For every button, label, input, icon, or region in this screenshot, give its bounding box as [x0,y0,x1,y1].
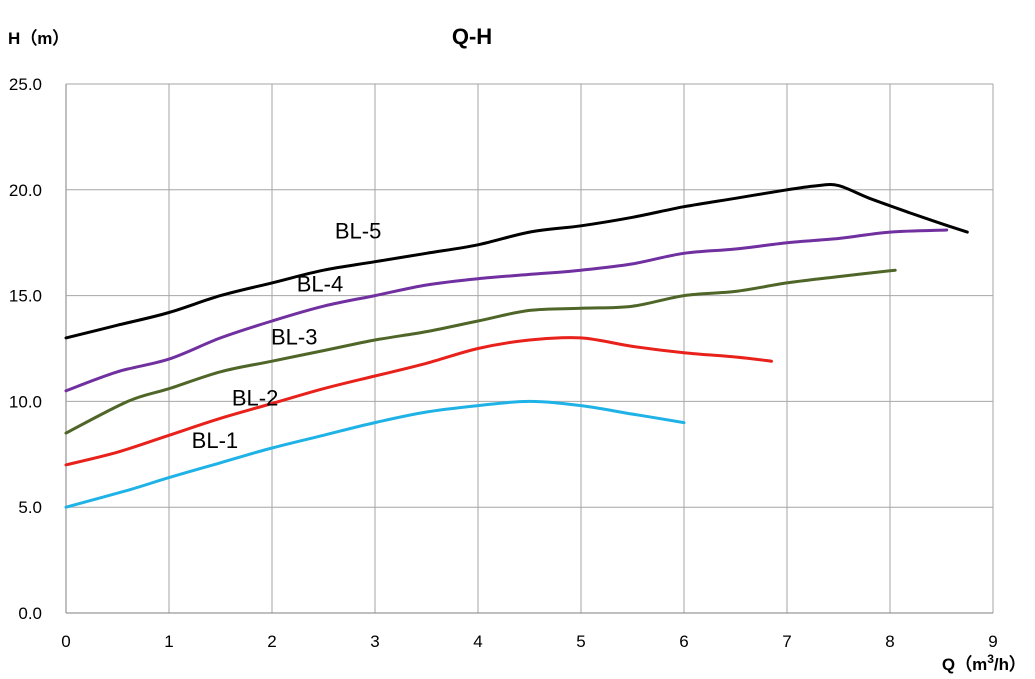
x-tick-label: 6 [679,632,688,651]
x-tick-label: 5 [576,632,585,651]
x-tick-label: 4 [473,632,482,651]
x-axis-title: Q（m3/h） [942,652,1026,674]
series-curves [64,182,969,509]
x-tick-label: 1 [164,632,173,651]
x-tick-label: 3 [370,632,379,651]
series-label-bl-4: BL-4 [297,271,343,296]
x-axis-title-prefix: Q（m [942,654,987,674]
y-tick-label: 20.0 [9,181,42,200]
series-line-bl-2 [64,336,773,467]
x-tick-label: 2 [267,632,276,651]
y-tick-label: 25.0 [9,75,42,94]
series-label-bl-5: BL-5 [335,218,381,243]
series-line-bl-3 [64,268,897,435]
series-label-bl-3: BL-3 [271,324,317,349]
tick-labels: 0 1 2 3 4 5 6 7 8 9 0.0 5.0 10.0 15.0 20.0 25.0 [9,75,998,651]
y-axis-title: H（m） [8,28,69,48]
y-tick-label: 10.0 [9,392,42,411]
series-line-bl-5 [64,182,969,340]
gridlines [65,83,994,614]
x-tick-label: 7 [782,632,791,651]
series-line-bl-1 [64,399,686,509]
series-label-bl-2: BL-2 [232,386,278,411]
x-tick-label: 9 [988,632,997,651]
x-axis-title-suffix: /h） [994,654,1026,674]
x-axis-title-sup: 3 [987,652,994,666]
y-tick-label: 5.0 [18,498,42,517]
x-tick-label: 0 [61,632,70,651]
series-labels: BL-1 BL-2 BL-3 BL-4 BL-5 [192,218,382,452]
series-line-bl-4 [64,228,949,393]
x-tick-label: 8 [885,632,894,651]
y-tick-label: 15.0 [9,287,42,306]
chart-title: Q-H [452,24,492,49]
series-label-bl-1: BL-1 [192,428,238,453]
y-tick-label: 0.0 [18,604,42,623]
